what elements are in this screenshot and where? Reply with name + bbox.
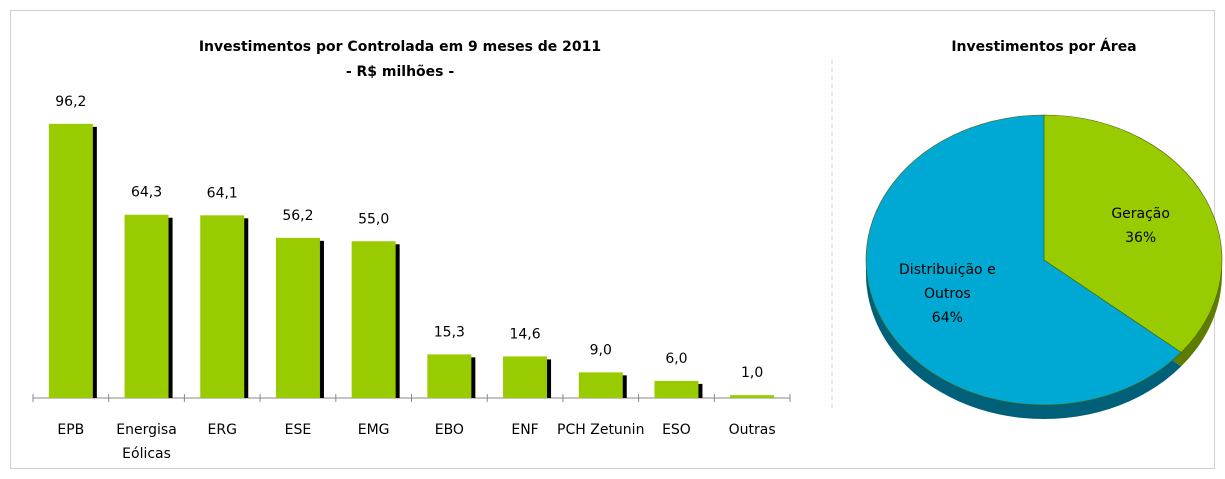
pie-label: Distribuição e Outros: [899, 262, 996, 302]
value-label: 14,6: [509, 326, 540, 342]
pie-value-label: 36%: [1125, 230, 1156, 246]
bar: [124, 214, 169, 398]
bar-title: Investimentos por Controlada em 9 meses …: [199, 39, 601, 55]
value-label: 6,0: [665, 351, 687, 367]
bar: [427, 354, 472, 398]
x-tick-label: ESE: [285, 422, 312, 438]
value-label: 15,3: [434, 324, 465, 340]
bar: [200, 215, 245, 398]
value-label: 9,0: [590, 342, 612, 358]
pie-slice: [865, 114, 1182, 406]
value-label: 55,0: [358, 211, 389, 227]
x-tick-label: ESO: [662, 422, 691, 438]
bar-subtitle: - R$ milhões -: [346, 64, 455, 80]
x-tick-label: EPB: [57, 422, 84, 438]
x-tick-label: ERG: [208, 422, 237, 438]
pie-title: Investimentos por Área: [951, 38, 1136, 55]
value-label: 1,0: [741, 365, 763, 381]
pie-value-label: 64%: [932, 310, 963, 326]
bar: [578, 372, 623, 398]
bar: [503, 356, 548, 398]
x-tick-label: PCH Zetunin: [557, 422, 644, 438]
value-label: 64,1: [207, 185, 238, 201]
bar: [48, 123, 93, 398]
pie-label: Geração: [1111, 206, 1170, 222]
bar: [654, 380, 699, 398]
bar: [351, 241, 396, 398]
bar: [275, 237, 320, 398]
bar: [730, 395, 775, 398]
pie-slice: [1043, 114, 1223, 353]
x-tick-label: ENF: [511, 422, 538, 438]
x-tick-label: Outras: [729, 422, 776, 438]
value-label: 96,2: [55, 94, 86, 110]
x-tick-label: EMG: [358, 422, 390, 438]
x-tick-label: Energisa Eólicas: [116, 422, 177, 462]
value-label: 56,2: [282, 208, 313, 224]
value-label: 64,3: [131, 185, 162, 201]
x-tick-label: EBO: [435, 422, 464, 438]
